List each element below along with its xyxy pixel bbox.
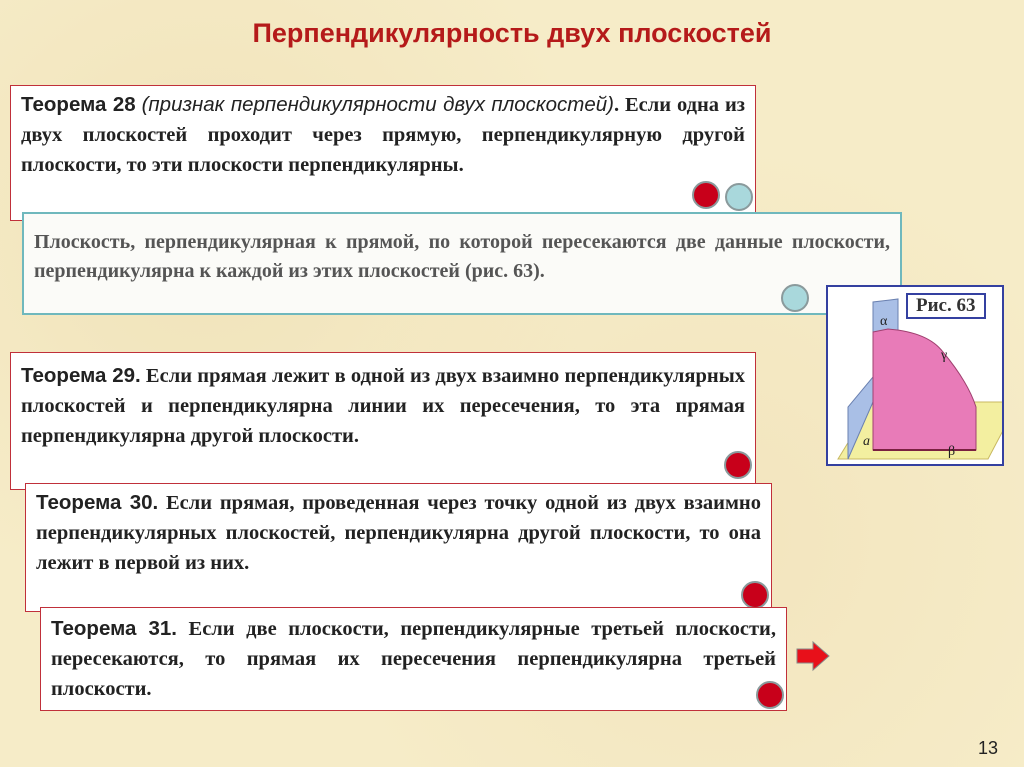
red-marker-button[interactable] xyxy=(692,181,720,209)
theorem-29-box: Теорема 29. Если прямая лежит в одной из… xyxy=(10,352,756,490)
red-marker-button[interactable] xyxy=(724,451,752,479)
label-alpha: α xyxy=(880,314,888,329)
theorem-30-box: Теорема 30. Если прямая, проведенная чер… xyxy=(25,483,772,612)
next-arrow-icon[interactable] xyxy=(795,640,831,672)
teal-marker-button[interactable] xyxy=(781,284,809,312)
label-gamma: γ xyxy=(940,348,947,363)
label-beta: β xyxy=(948,444,955,459)
theorem-31-box: Теорема 31. Если две плоскости, перпенди… xyxy=(40,607,787,711)
corollary-text: Плоскость, перпендикулярная к прямой, по… xyxy=(34,231,890,282)
theorem-29-label: Теорема 29. xyxy=(21,364,141,387)
teal-marker-button[interactable] xyxy=(725,183,753,211)
figure-63: α γ a β Рис. 63 xyxy=(826,285,1019,466)
theorem-31-text: Если две плоскости, перпендикулярные тре… xyxy=(51,618,776,700)
red-marker-button[interactable] xyxy=(741,581,769,609)
label-a: a xyxy=(863,434,870,449)
theorem-28-box: Теорема 28 (признак перпендикулярности д… xyxy=(10,85,756,221)
theorem-30-label: Теорема 30. xyxy=(36,491,159,514)
theorem-30-text: Если прямая, проведенная через точку одн… xyxy=(36,492,761,574)
theorem-28-label: Теорема 28 xyxy=(21,93,136,116)
corollary-box: Плоскость, перпендикулярная к прямой, по… xyxy=(22,212,902,315)
figure-caption: Рис. 63 xyxy=(906,293,986,319)
plane-gamma xyxy=(872,328,977,451)
red-marker-button[interactable] xyxy=(756,681,784,709)
page-title: Перпендикулярность двух плоскостей xyxy=(252,18,772,48)
page-number: 13 xyxy=(978,738,999,758)
planes-diagram: α γ a β xyxy=(837,298,1019,460)
theorem-29-text: Если прямая лежит в одной из двух взаимн… xyxy=(21,365,745,447)
theorem-31-label: Теорема 31. xyxy=(51,617,177,640)
theorem-28-note: (признак перпендикулярности двух плоскос… xyxy=(141,93,614,116)
theorem-28-text: . Если одна из двух плоскостей проходит … xyxy=(21,94,745,176)
